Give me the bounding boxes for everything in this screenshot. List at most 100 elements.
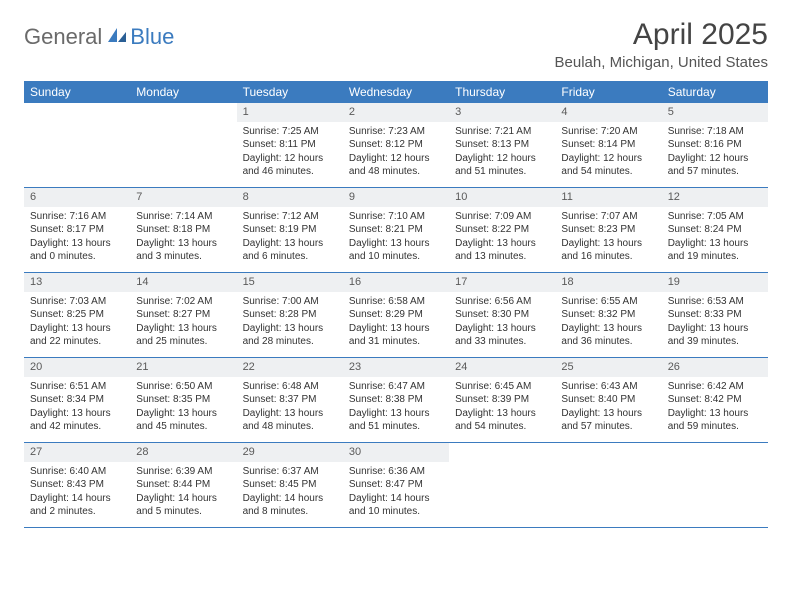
day-body: Sunrise: 7:16 AMSunset: 8:17 PMDaylight:…: [24, 207, 130, 269]
sunset-line: Sunset: 8:30 PM: [455, 308, 549, 322]
day-cell: 23Sunrise: 6:47 AMSunset: 8:38 PMDayligh…: [343, 358, 449, 442]
logo-sail-icon: [106, 26, 128, 49]
sunset-line: Sunset: 8:39 PM: [455, 393, 549, 407]
day-number: 1: [237, 103, 343, 122]
daylight-line: Daylight: 12 hours and 57 minutes.: [668, 152, 762, 179]
day-cell: 17Sunrise: 6:56 AMSunset: 8:30 PMDayligh…: [449, 273, 555, 357]
day-number: 16: [343, 273, 449, 292]
day-number: 5: [662, 103, 768, 122]
day-cell: 18Sunrise: 6:55 AMSunset: 8:32 PMDayligh…: [555, 273, 661, 357]
day-body: Sunrise: 6:37 AMSunset: 8:45 PMDaylight:…: [237, 462, 343, 524]
daylight-line: Daylight: 14 hours and 5 minutes.: [136, 492, 230, 519]
day-cell: 30Sunrise: 6:36 AMSunset: 8:47 PMDayligh…: [343, 443, 449, 527]
day-cell: 0: [130, 103, 236, 187]
day-body: Sunrise: 6:58 AMSunset: 8:29 PMDaylight:…: [343, 292, 449, 354]
daylight-line: Daylight: 13 hours and 42 minutes.: [30, 407, 124, 434]
day-cell: 0: [662, 443, 768, 527]
sunset-line: Sunset: 8:37 PM: [243, 393, 337, 407]
day-number: 7: [130, 188, 236, 207]
day-body: Sunrise: 7:12 AMSunset: 8:19 PMDaylight:…: [237, 207, 343, 269]
sunrise-line: Sunrise: 6:36 AM: [349, 465, 443, 479]
daylight-line: Daylight: 14 hours and 10 minutes.: [349, 492, 443, 519]
day-body: Sunrise: 6:55 AMSunset: 8:32 PMDaylight:…: [555, 292, 661, 354]
day-cell: 21Sunrise: 6:50 AMSunset: 8:35 PMDayligh…: [130, 358, 236, 442]
sunset-line: Sunset: 8:42 PM: [668, 393, 762, 407]
day-body: Sunrise: 7:21 AMSunset: 8:13 PMDaylight:…: [449, 122, 555, 184]
daylight-line: Daylight: 13 hours and 59 minutes.: [668, 407, 762, 434]
day-cell: 11Sunrise: 7:07 AMSunset: 8:23 PMDayligh…: [555, 188, 661, 272]
daylight-line: Daylight: 13 hours and 16 minutes.: [561, 237, 655, 264]
day-cell: 20Sunrise: 6:51 AMSunset: 8:34 PMDayligh…: [24, 358, 130, 442]
sunset-line: Sunset: 8:28 PM: [243, 308, 337, 322]
sunrise-line: Sunrise: 6:56 AM: [455, 295, 549, 309]
sunset-line: Sunset: 8:22 PM: [455, 223, 549, 237]
day-cell: 8Sunrise: 7:12 AMSunset: 8:19 PMDaylight…: [237, 188, 343, 272]
daylight-line: Daylight: 12 hours and 48 minutes.: [349, 152, 443, 179]
day-cell: 6Sunrise: 7:16 AMSunset: 8:17 PMDaylight…: [24, 188, 130, 272]
calendar: SundayMondayTuesdayWednesdayThursdayFrid…: [24, 81, 768, 528]
day-number: 28: [130, 443, 236, 462]
day-cell: 2Sunrise: 7:23 AMSunset: 8:12 PMDaylight…: [343, 103, 449, 187]
daylight-line: Daylight: 13 hours and 22 minutes.: [30, 322, 124, 349]
sunset-line: Sunset: 8:38 PM: [349, 393, 443, 407]
sunrise-line: Sunrise: 6:42 AM: [668, 380, 762, 394]
day-body: Sunrise: 7:03 AMSunset: 8:25 PMDaylight:…: [24, 292, 130, 354]
sunset-line: Sunset: 8:47 PM: [349, 478, 443, 492]
day-body: Sunrise: 7:09 AMSunset: 8:22 PMDaylight:…: [449, 207, 555, 269]
daylight-line: Daylight: 13 hours and 3 minutes.: [136, 237, 230, 264]
day-header-row: SundayMondayTuesdayWednesdayThursdayFrid…: [24, 81, 768, 103]
day-body: Sunrise: 6:43 AMSunset: 8:40 PMDaylight:…: [555, 377, 661, 439]
day-number: 18: [555, 273, 661, 292]
day-cell: 25Sunrise: 6:43 AMSunset: 8:40 PMDayligh…: [555, 358, 661, 442]
day-cell: 0: [449, 443, 555, 527]
day-cell: 12Sunrise: 7:05 AMSunset: 8:24 PMDayligh…: [662, 188, 768, 272]
day-cell: 4Sunrise: 7:20 AMSunset: 8:14 PMDaylight…: [555, 103, 661, 187]
sunrise-line: Sunrise: 6:45 AM: [455, 380, 549, 394]
daylight-line: Daylight: 13 hours and 6 minutes.: [243, 237, 337, 264]
daylight-line: Daylight: 13 hours and 13 minutes.: [455, 237, 549, 264]
sunrise-line: Sunrise: 6:51 AM: [30, 380, 124, 394]
daylight-line: Daylight: 14 hours and 8 minutes.: [243, 492, 337, 519]
sunset-line: Sunset: 8:32 PM: [561, 308, 655, 322]
day-cell: 10Sunrise: 7:09 AMSunset: 8:22 PMDayligh…: [449, 188, 555, 272]
daylight-line: Daylight: 13 hours and 33 minutes.: [455, 322, 549, 349]
day-cell: 13Sunrise: 7:03 AMSunset: 8:25 PMDayligh…: [24, 273, 130, 357]
day-cell: 15Sunrise: 7:00 AMSunset: 8:28 PMDayligh…: [237, 273, 343, 357]
daylight-line: Daylight: 12 hours and 51 minutes.: [455, 152, 549, 179]
day-header: Sunday: [24, 81, 130, 103]
day-header: Saturday: [662, 81, 768, 103]
day-number: 10: [449, 188, 555, 207]
day-cell: 0: [555, 443, 661, 527]
sunrise-line: Sunrise: 7:20 AM: [561, 125, 655, 139]
day-body: Sunrise: 7:23 AMSunset: 8:12 PMDaylight:…: [343, 122, 449, 184]
day-cell: 5Sunrise: 7:18 AMSunset: 8:16 PMDaylight…: [662, 103, 768, 187]
title-block: April 2025 Beulah, Michigan, United Stat…: [555, 18, 768, 71]
day-number: 9: [343, 188, 449, 207]
sunset-line: Sunset: 8:21 PM: [349, 223, 443, 237]
day-body: Sunrise: 6:36 AMSunset: 8:47 PMDaylight:…: [343, 462, 449, 524]
day-cell: 16Sunrise: 6:58 AMSunset: 8:29 PMDayligh…: [343, 273, 449, 357]
daylight-line: Daylight: 13 hours and 45 minutes.: [136, 407, 230, 434]
weeks-container: 001Sunrise: 7:25 AMSunset: 8:11 PMDaylig…: [24, 103, 768, 528]
sunset-line: Sunset: 8:19 PM: [243, 223, 337, 237]
day-cell: 24Sunrise: 6:45 AMSunset: 8:39 PMDayligh…: [449, 358, 555, 442]
day-body: Sunrise: 6:42 AMSunset: 8:42 PMDaylight:…: [662, 377, 768, 439]
sunset-line: Sunset: 8:25 PM: [30, 308, 124, 322]
sunset-line: Sunset: 8:35 PM: [136, 393, 230, 407]
daylight-line: Daylight: 13 hours and 25 minutes.: [136, 322, 230, 349]
sunrise-line: Sunrise: 6:47 AM: [349, 380, 443, 394]
day-cell: 9Sunrise: 7:10 AMSunset: 8:21 PMDaylight…: [343, 188, 449, 272]
day-cell: 3Sunrise: 7:21 AMSunset: 8:13 PMDaylight…: [449, 103, 555, 187]
day-number: 19: [662, 273, 768, 292]
logo-general: General: [24, 24, 102, 50]
logo-blue: Blue: [130, 24, 174, 50]
header: General Blue April 2025 Beulah, Michigan…: [24, 18, 768, 71]
sunrise-line: Sunrise: 7:05 AM: [668, 210, 762, 224]
sunset-line: Sunset: 8:33 PM: [668, 308, 762, 322]
day-number: 3: [449, 103, 555, 122]
sunrise-line: Sunrise: 7:16 AM: [30, 210, 124, 224]
day-header: Wednesday: [343, 81, 449, 103]
daylight-line: Daylight: 13 hours and 10 minutes.: [349, 237, 443, 264]
daylight-line: Daylight: 13 hours and 31 minutes.: [349, 322, 443, 349]
sunrise-line: Sunrise: 7:14 AM: [136, 210, 230, 224]
